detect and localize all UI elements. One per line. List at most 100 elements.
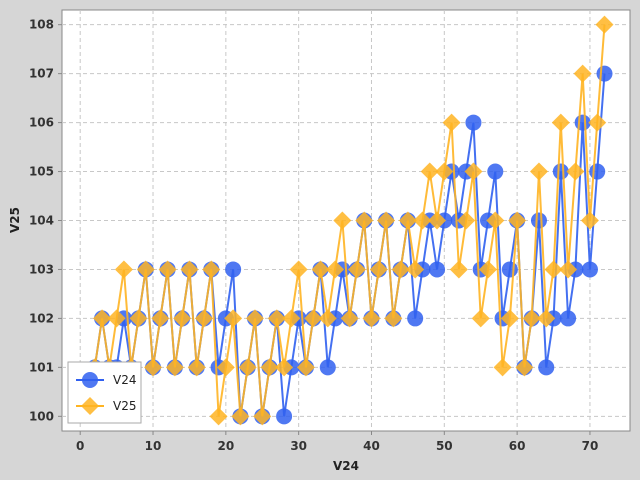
y-tick-label: 106 (29, 116, 54, 130)
axes: 0 10 20 30 40 50 60 70 100 101 102 103 104 105 106 107 1… (29, 18, 598, 453)
y-tick-label: 101 (29, 360, 54, 374)
data-point (107, 309, 126, 328)
data-point (559, 260, 578, 279)
data-point (589, 163, 606, 180)
series-layer (85, 15, 614, 426)
y-tick-label: 107 (29, 67, 54, 81)
data-point (486, 211, 505, 230)
data-point (544, 260, 563, 279)
data-point (471, 309, 490, 328)
data-point (522, 309, 541, 328)
legend-label: V25 (113, 399, 136, 413)
data-point (216, 358, 235, 377)
data-point (420, 162, 439, 181)
data-point (340, 309, 359, 328)
data-point (209, 407, 228, 426)
data-point (202, 260, 221, 279)
data-point (195, 309, 213, 328)
data-point (529, 162, 548, 181)
data-point (319, 359, 336, 376)
data-point (500, 309, 519, 328)
data-point (136, 260, 155, 279)
data-point (428, 211, 447, 230)
data-point (435, 162, 454, 181)
data-point (464, 162, 483, 181)
data-point (326, 260, 345, 279)
data-point (158, 260, 177, 279)
data-point (596, 65, 613, 82)
data-point (457, 211, 476, 230)
data-point (377, 211, 396, 230)
data-point (487, 163, 504, 180)
data-point (479, 260, 497, 279)
legend-marker (81, 397, 99, 415)
data-point (537, 309, 556, 328)
x-axis-title: V24 (333, 459, 359, 473)
data-point (355, 211, 374, 230)
data-point (318, 309, 337, 328)
data-point (551, 113, 570, 132)
data-point (573, 64, 592, 83)
data-point (538, 359, 555, 376)
data-point (413, 211, 432, 230)
data-point (187, 358, 206, 377)
data-point (398, 211, 417, 230)
data-point (165, 358, 184, 377)
data-point (180, 260, 199, 279)
data-point (267, 309, 286, 328)
data-point (304, 309, 323, 328)
x-tick-label: 40 (363, 439, 380, 453)
legend-entry: V25 (76, 397, 136, 415)
data-point (114, 260, 133, 279)
x-tick-label: 0 (76, 439, 84, 453)
data-point (253, 407, 272, 426)
y-tick-label: 108 (29, 18, 54, 32)
data-point (588, 113, 607, 132)
data-point (245, 309, 264, 328)
data-point (493, 358, 512, 377)
data-point (384, 309, 403, 328)
y-tick-label: 102 (29, 311, 54, 325)
data-point (275, 358, 294, 377)
data-point (347, 260, 366, 279)
data-point (552, 163, 569, 180)
data-point (333, 211, 352, 230)
data-point (442, 113, 461, 132)
data-point (362, 309, 381, 328)
x-tick-label: 50 (436, 439, 453, 453)
data-point (449, 260, 468, 279)
data-point (508, 211, 527, 230)
y-tick-label: 100 (29, 409, 54, 423)
y-tick-label: 103 (29, 262, 54, 276)
data-point (225, 261, 242, 278)
data-point (129, 309, 148, 328)
data-point (566, 162, 585, 181)
data-point (580, 211, 599, 230)
data-point (231, 407, 250, 426)
data-point (429, 261, 446, 278)
data-point (530, 212, 547, 229)
x-tick-label: 10 (145, 439, 162, 453)
data-point (289, 260, 308, 279)
data-point (276, 408, 293, 425)
x-tick-label: 20 (217, 439, 234, 453)
legend: V24 V25 (67, 361, 142, 424)
data-point (407, 310, 424, 327)
y-tick-label: 104 (29, 214, 54, 228)
data-point (369, 260, 388, 279)
y-axis-title: V25 (8, 207, 22, 233)
data-point (560, 310, 577, 327)
legend-label: V24 (113, 373, 136, 387)
data-point (260, 358, 279, 377)
data-point (224, 309, 243, 328)
x-tick-label: 30 (290, 439, 307, 453)
data-point (391, 260, 410, 279)
series-v25 (85, 15, 614, 426)
data-point (93, 309, 112, 328)
data-point (238, 358, 257, 377)
data-point (151, 309, 170, 328)
data-point (515, 358, 534, 377)
y-tick-label: 105 (29, 165, 54, 179)
data-point (296, 358, 315, 377)
